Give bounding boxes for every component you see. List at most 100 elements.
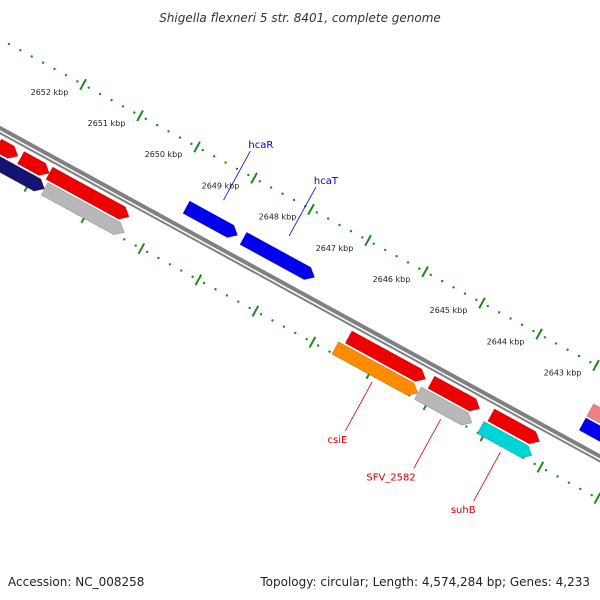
tick-dot (328, 350, 331, 353)
gene-arrow (40, 182, 125, 236)
tick-dot (190, 142, 193, 146)
tick-dot (202, 281, 206, 285)
tick-dot (271, 319, 274, 322)
tick-dot (30, 55, 33, 58)
tick-dot (212, 155, 216, 158)
kbp-tick-label: 2643 kbp (544, 369, 582, 378)
kbp-tick-label: 2650 kbp (145, 150, 183, 159)
tick-dot (167, 130, 170, 133)
tick-track-outer (7, 42, 592, 364)
tick-dot (225, 294, 229, 297)
tick-dot (315, 211, 318, 214)
tick-dot (64, 73, 68, 77)
gene-arrow (578, 417, 600, 442)
gene-leader-line (413, 419, 441, 469)
major-tick-inner (137, 242, 146, 255)
gene-leader-line (344, 381, 373, 432)
major-tick-inner (536, 461, 545, 473)
major-tick-outer (193, 141, 201, 153)
kbp-tick-label: 2652 kbp (31, 88, 69, 97)
tick-dot (556, 475, 559, 478)
tick-dot (133, 111, 136, 114)
gene-leader-line (473, 451, 501, 502)
tick-dot (201, 148, 204, 152)
tick-dot (361, 236, 364, 239)
tick-dot (87, 86, 90, 89)
tick-dot (19, 49, 22, 52)
gene-label-reverse: suhB (451, 505, 476, 516)
gene-arrow (0, 138, 19, 159)
tick-dot (282, 325, 286, 328)
major-tick-inner (308, 336, 317, 349)
gene-arrow (487, 408, 540, 445)
gene-label-reverse: csiE (328, 435, 348, 446)
major-tick-outer (535, 328, 543, 340)
tick-scale: 2652 kbp 2651 kbp 2650 kbp 2649 kbp 2648 kbp… (0, 42, 600, 505)
tick-dot (53, 67, 56, 71)
tick-dot (224, 161, 227, 164)
tick-dot (168, 263, 172, 266)
tick-dot (292, 198, 296, 202)
gene-arrow (414, 386, 473, 426)
major-tick-inner (251, 305, 260, 317)
major-tick-outer (478, 297, 486, 309)
tick-dot (418, 267, 421, 270)
major-tick-outer (250, 172, 258, 184)
tick-dot (155, 123, 159, 127)
tick-dot (134, 244, 137, 247)
gene-arrow (17, 151, 50, 176)
tick-dot (235, 167, 239, 170)
gene-leader-line (223, 150, 251, 201)
backbone-line-outer (0, 125, 600, 459)
major-tick-outer (79, 78, 87, 91)
tick-dot (567, 481, 571, 484)
accession-text: Accession: NC_008258 (8, 575, 144, 589)
kbp-tick-label: 2651 kbp (88, 119, 126, 128)
kbp-tick-label: 2646 kbp (373, 275, 411, 284)
gene-arrow (45, 166, 130, 220)
tick-dot (145, 250, 149, 254)
tick-dot (372, 242, 375, 245)
tick-dot (566, 348, 569, 351)
tick-dot (395, 254, 398, 258)
major-tick-outer (307, 203, 315, 216)
tick-dot (144, 117, 147, 121)
tick-dot (305, 337, 308, 341)
tick-dot (41, 61, 45, 64)
gene-label-forward: hcaT (314, 176, 339, 187)
backbone-line-inner (0, 131, 600, 463)
kbp-tick-label: 2644 kbp (487, 337, 525, 346)
tick-dot (7, 42, 11, 46)
major-tick-outer (136, 110, 144, 122)
genome-summary-text: Topology: circular; Length: 4,574,284 bp… (259, 575, 590, 589)
tick-dot (281, 192, 284, 195)
tick-dot (191, 275, 194, 278)
tick-dot (589, 361, 592, 364)
tick-dot (123, 238, 126, 241)
tick-dot (475, 298, 478, 302)
tick-dot (579, 487, 582, 491)
tick-dot (121, 105, 125, 108)
tick-dot (157, 256, 160, 260)
major-tick-outer (421, 266, 429, 278)
tick-dot (258, 180, 261, 183)
tick-dot (237, 300, 240, 303)
tick-dot (544, 469, 548, 472)
map-title: Shigella flexneri 5 str. 8401, complete … (159, 11, 441, 25)
tick-dot (259, 313, 263, 316)
tick-dot (294, 331, 297, 335)
tick-dot (590, 493, 593, 497)
major-tick-outer (592, 359, 600, 372)
tick-dot (440, 279, 444, 283)
tick-dot (497, 311, 501, 314)
tick-dot (463, 292, 467, 295)
tick-dot (486, 304, 489, 308)
major-tick-inner (194, 274, 203, 286)
tick-dot (247, 173, 250, 177)
tick-dot (452, 286, 455, 289)
tick-dot (577, 354, 581, 358)
tick-dot (178, 136, 182, 139)
tick-dot (338, 223, 341, 227)
tick-dot (509, 317, 512, 320)
